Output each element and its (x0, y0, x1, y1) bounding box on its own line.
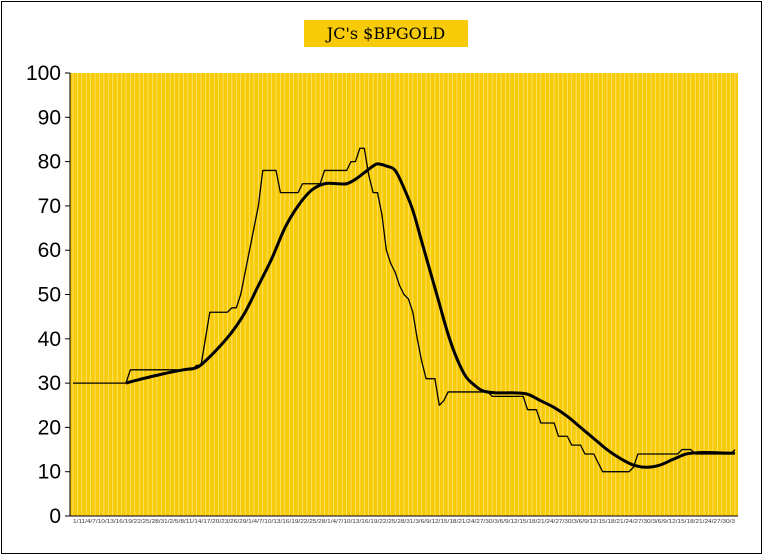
y-tick-label: 40 (38, 328, 61, 351)
vertical-gridlines (72, 73, 736, 516)
y-tick-label: 90 (38, 106, 61, 129)
y-tick-label: 10 (38, 461, 61, 484)
smoothed-series-line (125, 162, 736, 469)
chart-title: JC's $BPGOLD (304, 20, 468, 47)
raw-series-line (73, 147, 736, 473)
y-tick-label: 80 (38, 151, 61, 174)
y-tick-label: 60 (38, 239, 61, 262)
y-tick-label: 50 (38, 284, 61, 307)
y-tick-label: 70 (38, 195, 61, 218)
y-tick-label: 0 (49, 505, 61, 528)
y-tick-labels: 0 10 20 30 40 50 60 70 80 90 100 (26, 62, 70, 528)
y-tick-label: 100 (26, 62, 61, 85)
series-group (73, 147, 736, 473)
x-tick-labels: 1/11/4/7/10/13/16/19/22/25/28/31/2/5/8/1… (73, 519, 735, 525)
y-tick-label: 30 (38, 372, 61, 395)
y-tick-label: 20 (38, 416, 61, 439)
